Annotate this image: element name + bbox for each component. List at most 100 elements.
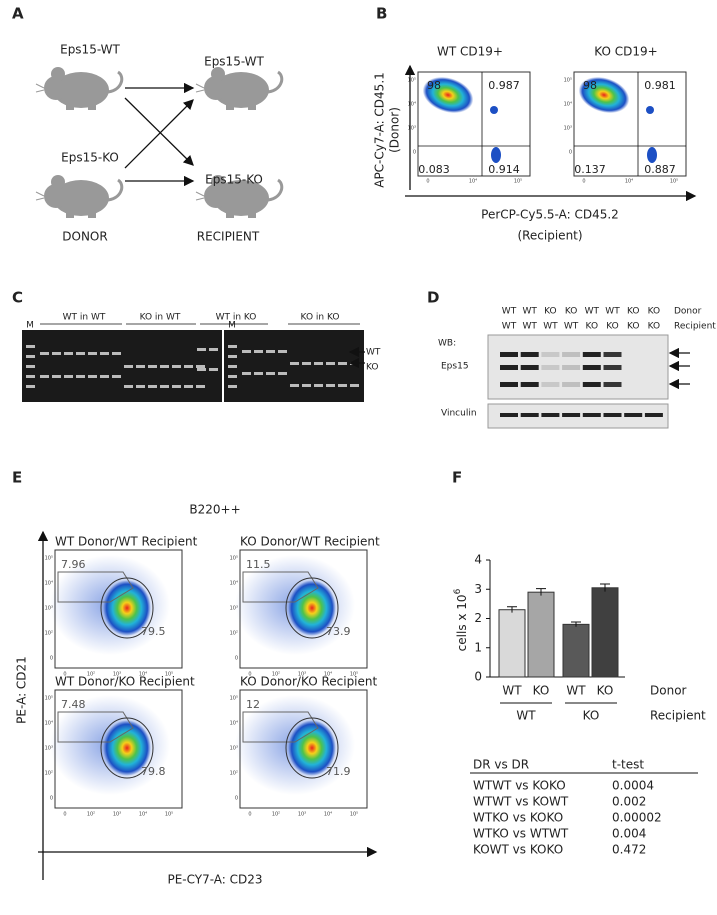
- x-tick-label: KO: [533, 684, 550, 698]
- tick-label: 10²: [87, 672, 95, 678]
- tick-label: 10³: [113, 672, 121, 678]
- mouse-foot: [226, 212, 234, 218]
- y-tick-label: 1: [474, 640, 482, 654]
- tick-label: 10³: [113, 812, 121, 818]
- gel-band: [266, 372, 275, 375]
- gel-band: [350, 384, 359, 387]
- lane-label: WT: [585, 307, 600, 317]
- axis-label: APC-Cy7-A: CD45.1: [373, 72, 387, 188]
- blot-band: [562, 352, 581, 357]
- gate: [285, 577, 339, 639]
- axis-label: (Recipient): [517, 229, 582, 243]
- lane-label: WT: [605, 307, 620, 317]
- group-label: WT: [516, 709, 536, 723]
- mouse-foot: [88, 212, 96, 218]
- gel-band: [278, 350, 287, 353]
- blot-label: Vinculin: [441, 409, 477, 419]
- gel-band: [196, 385, 205, 388]
- blot-band: [644, 413, 663, 417]
- bar: [527, 591, 555, 678]
- tick-label: 0: [50, 656, 53, 662]
- group-label: KO: [583, 709, 600, 723]
- mouse-whisker: [195, 191, 205, 201]
- blot-band: [624, 413, 643, 417]
- gel-band: [112, 375, 121, 378]
- tick-label: 10⁴: [139, 812, 147, 818]
- density: [288, 580, 336, 636]
- gel-band: [88, 352, 97, 355]
- gel-band: [26, 375, 35, 378]
- gate-value: 79.5: [141, 625, 166, 638]
- tick-label: 10³: [230, 606, 238, 612]
- gel-band: [148, 365, 157, 368]
- tick-label: 10⁵: [230, 556, 238, 562]
- gel-band: [338, 384, 347, 387]
- table-cell: 0.002: [612, 795, 646, 809]
- gel-band: [26, 355, 35, 358]
- gel-band: [26, 385, 35, 388]
- gel-band: [254, 350, 263, 353]
- density: [103, 580, 151, 636]
- axis-label: PE-A: CD21: [15, 656, 29, 724]
- tick-label: 0: [248, 672, 251, 678]
- gel-band: [278, 372, 287, 375]
- axis-label: (Donor): [388, 107, 402, 153]
- lane-label: KO: [648, 322, 661, 332]
- lane-label: KO: [648, 307, 661, 317]
- lane-label: WT: [522, 322, 537, 332]
- table-header: DR vs DR: [473, 758, 529, 772]
- gel-band: [64, 352, 73, 355]
- tick-label: 10⁴: [230, 721, 238, 727]
- mouse-body: [213, 72, 269, 108]
- tick-label: 0: [569, 150, 572, 156]
- gel-band: [302, 362, 311, 365]
- density: [491, 147, 501, 163]
- tick-label: 0: [50, 796, 53, 802]
- gel-band: [290, 384, 299, 387]
- gate: [285, 717, 339, 779]
- y-axis-label-sup: 6: [453, 588, 463, 594]
- density: [646, 106, 654, 114]
- row-label: Donor: [674, 307, 702, 317]
- mouse-tail: [105, 70, 124, 94]
- mouse-icon: [35, 67, 124, 110]
- table-cell: WTKO vs WTWT: [473, 827, 569, 841]
- gel-band: [209, 348, 218, 351]
- blot-band: [582, 352, 601, 357]
- mouse-whisker: [35, 191, 45, 201]
- tick-label: 10⁴: [408, 102, 416, 108]
- mouse-whisker: [35, 83, 45, 93]
- x-tick-label: WT: [566, 684, 586, 698]
- gel-band: [314, 362, 323, 365]
- gate-title: B220++: [189, 503, 240, 517]
- table-cell: KOWT vs KOKO: [473, 843, 563, 857]
- gel-band: [124, 385, 133, 388]
- blot-band: [541, 365, 560, 370]
- tick-label: 10³: [45, 606, 53, 612]
- gel-band: [184, 385, 193, 388]
- gel-band: [76, 352, 85, 355]
- arrow: [124, 99, 194, 169]
- y-axis-label-text: cells x 10: [455, 594, 469, 651]
- blot-band: [500, 365, 518, 370]
- gel-band: [26, 365, 35, 368]
- gel-band: [136, 365, 145, 368]
- tick-label: 10³: [45, 746, 53, 752]
- row-label: Recipient: [674, 322, 716, 332]
- error-bar: [571, 621, 581, 627]
- gel-band: [112, 352, 121, 355]
- tick-label: 10²: [272, 812, 280, 818]
- tick-label: 10⁴: [230, 581, 238, 587]
- table-header: t-test: [612, 758, 644, 772]
- mouse-head: [44, 184, 68, 208]
- tick-label: 0: [235, 796, 238, 802]
- tick-label: 10⁵: [45, 556, 53, 562]
- density: [288, 720, 336, 776]
- gel-band: [160, 385, 169, 388]
- mouse-tail: [265, 70, 284, 94]
- mouse-ear: [51, 67, 65, 81]
- tick-label: 10⁴: [469, 179, 477, 185]
- blot-band: [520, 352, 539, 357]
- axis-label: PE-CY7-A: CD23: [167, 873, 262, 887]
- quadrant-value: 0.137: [574, 163, 606, 176]
